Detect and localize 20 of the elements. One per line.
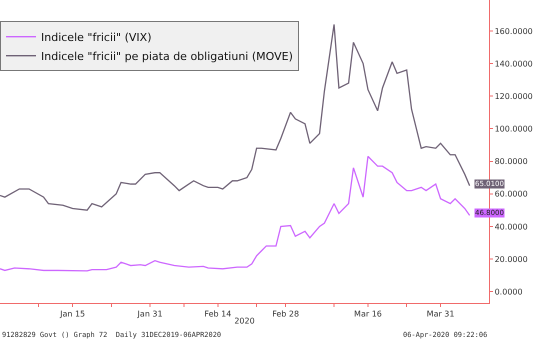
y-tick-label: 20.0000 xyxy=(494,254,528,264)
y-tick-label: 60.0000 xyxy=(494,190,528,199)
line-series xyxy=(0,24,470,211)
y-tick-label: 0.0000 xyxy=(494,287,523,296)
line-series xyxy=(0,156,470,272)
x-tick-label: Jan 15 xyxy=(59,310,86,319)
legend-label: Indicele "fricii" (VIX) xyxy=(41,31,152,44)
x-tick-label: Feb 28 xyxy=(272,310,300,319)
y-tick-label: 80.0000 xyxy=(494,157,528,166)
y-tick-label: 40.0000 xyxy=(494,222,528,232)
y-tick-label: 160.0000 xyxy=(494,26,533,36)
x-tick-label: Mar 16 xyxy=(354,310,382,319)
x-axis-title: 2020 xyxy=(234,316,255,326)
x-tick-label: Jan 31 xyxy=(136,310,163,319)
y-tick-label: 120.0000 xyxy=(494,92,533,101)
x-tick-label: Mar 31 xyxy=(426,310,454,319)
x-tick-label: Feb 14 xyxy=(204,310,232,319)
legend-label: Indicele "fricii" pe piata de obligatiuni (MOVE) xyxy=(41,50,293,63)
y-tick-label: 140.0000 xyxy=(494,59,533,68)
y-tick-label: 100.0000 xyxy=(494,124,533,134)
